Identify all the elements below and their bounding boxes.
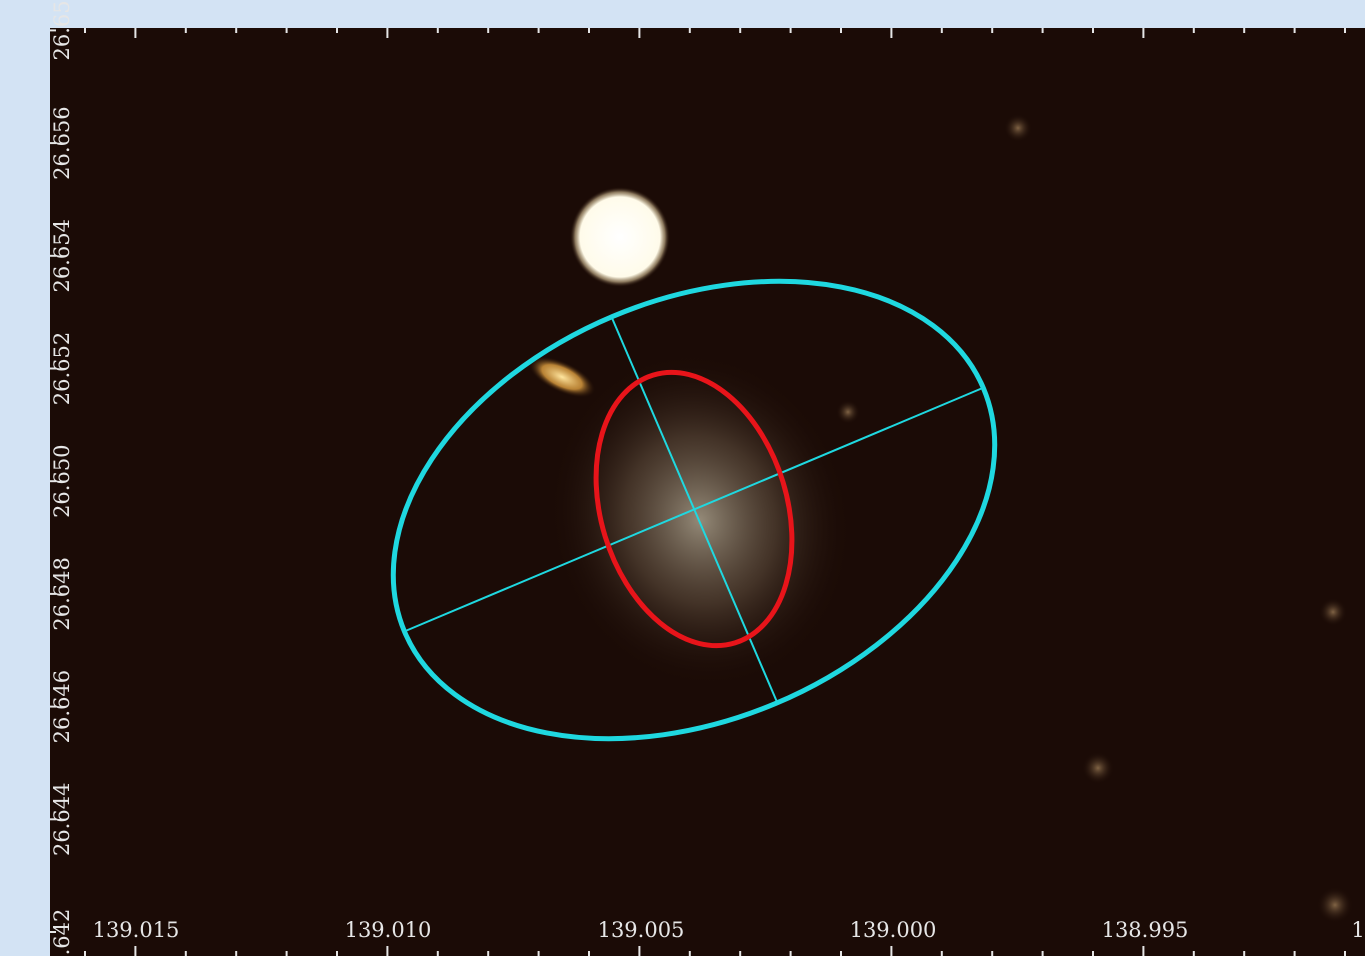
faint-source [836, 400, 860, 424]
y-tick-label: 26.650 [50, 444, 74, 517]
x-tick-label: 139.000 [850, 918, 937, 942]
x-tick-label: 138.995 [1102, 918, 1189, 942]
axis-labels: 139.015 139.010 139.005 139.000 138.995 1 .642… [50, 0, 1365, 955]
y-tick-label: 26.648 [50, 557, 74, 630]
y-tick-label: 26.65 [50, 0, 74, 60]
y-tick-label: 26.654 [50, 219, 74, 292]
faint-source [1004, 114, 1032, 142]
y-tick-label: 26.644 [50, 783, 74, 856]
faint-source [1317, 887, 1353, 923]
faint-source [1082, 752, 1114, 784]
bright-star [570, 187, 670, 287]
axis-ticks [50, 28, 1346, 956]
x-tick-label: 139.005 [598, 918, 685, 942]
y-tick-label: 26.656 [50, 106, 74, 179]
companion-source [528, 356, 596, 398]
y-tick-label: .642 [50, 909, 74, 956]
inner-ellipse [593, 369, 795, 649]
faint-source [1319, 598, 1347, 626]
x-tick-label: 139.015 [93, 918, 180, 942]
x-tick-label: 139.010 [345, 918, 432, 942]
y-tick-label: 26.646 [50, 670, 74, 743]
y-tick-label: 26.652 [50, 332, 74, 405]
x-tick-label: 1 [1351, 918, 1364, 942]
